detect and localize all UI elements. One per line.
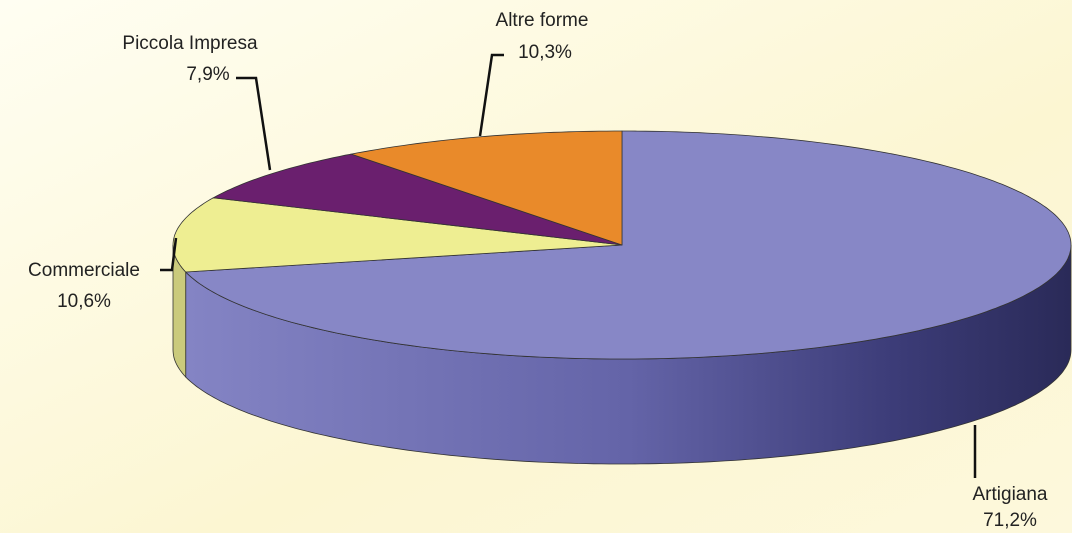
leader-line xyxy=(236,76,272,171)
slice xyxy=(349,130,623,246)
category-label: Altre forme xyxy=(496,10,589,31)
slice xyxy=(172,197,623,273)
category-label: Commerciale xyxy=(28,260,140,281)
leader-line xyxy=(160,237,178,272)
slice xyxy=(184,130,1072,360)
value-label: 7,9% xyxy=(186,64,229,85)
leader-line xyxy=(478,53,504,137)
value-label: 10,6% xyxy=(57,291,111,312)
category-label: Piccola Impresa xyxy=(122,33,258,54)
value-label: 71,2% xyxy=(983,510,1037,531)
value-label: 10,3% xyxy=(518,42,572,63)
pie xyxy=(172,130,1072,465)
labels: Artigiana 71,2% Commerciale 10,6% Piccola Im… xyxy=(28,10,1048,531)
category-label: Artigiana xyxy=(973,484,1048,505)
slice xyxy=(212,153,623,246)
